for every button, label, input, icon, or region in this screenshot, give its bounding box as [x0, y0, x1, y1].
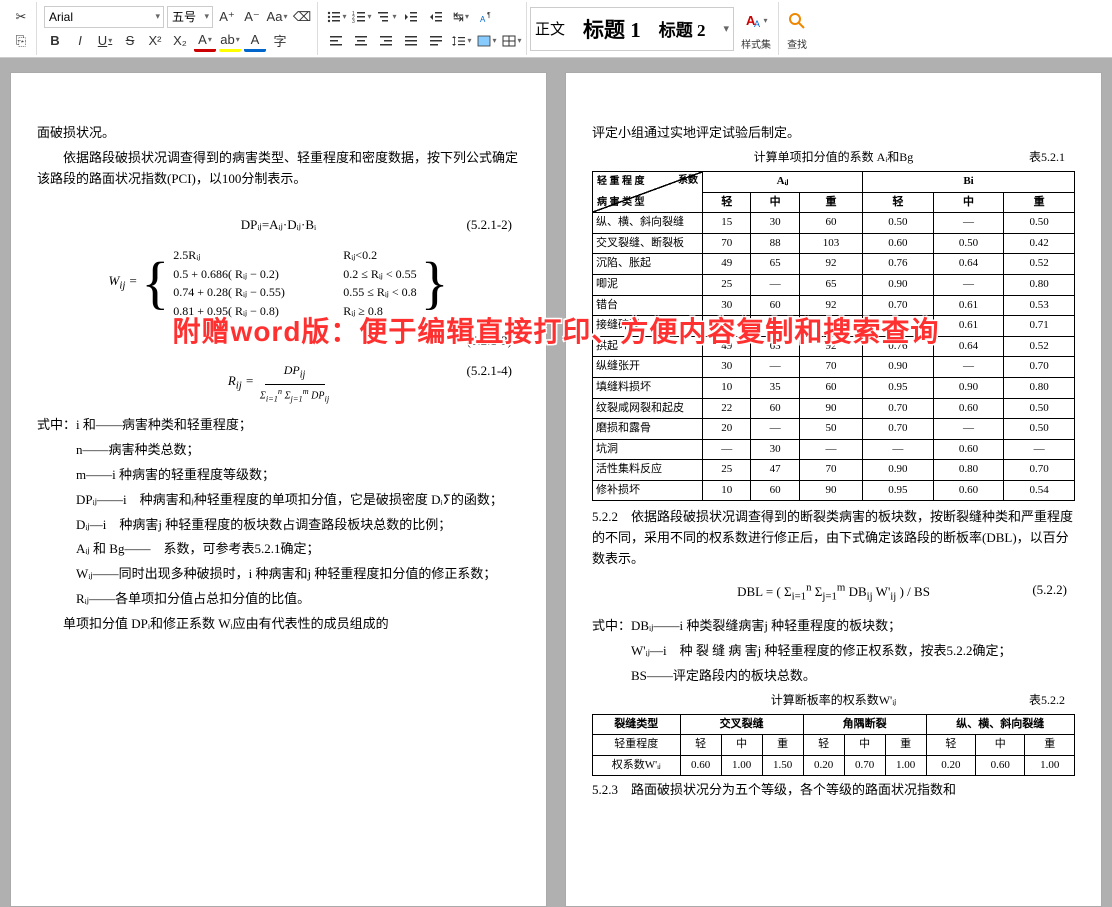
numbering-button[interactable]: 123 — [350, 6, 372, 28]
definition-item: W'ᵢⱼ—i 种 裂 缝 病 害j 种轻重程度的修正权系数，按表5.2.2确定； — [631, 641, 1075, 662]
superscript-button[interactable]: X² — [144, 30, 166, 52]
table-5-2-1: 系数轻 重 程 度病 害 类 型AᵢⱼBi轻中重轻中重纵、横、斜向裂缝15306… — [592, 171, 1075, 502]
equation-number: (5.2.1-3) — [37, 331, 520, 352]
styles-gallery[interactable]: 正文 标题 1 标题 2 ▾ — [530, 7, 734, 51]
body-text: 单项扣分值 DPᵢ和修正系数 Wᵢ应由有代表性的成员组成的 — [37, 614, 520, 635]
change-case-button[interactable]: Aa — [266, 6, 288, 28]
italic-button[interactable]: I — [69, 30, 91, 52]
cut-button[interactable]: ✂ — [10, 6, 32, 28]
multilevel-button[interactable] — [375, 6, 397, 28]
definition-item: DPᵢⱼ——i 种病害和ⱼ种轻重程度的单项扣分值，它是破损密度 Dᵢⵢ的函数； — [76, 490, 520, 511]
align-left-button[interactable] — [325, 30, 347, 52]
page-2: 评定小组通过实地评定试验后制定。 计算单项扣分值的系数 Aᵢ和Bg表5.2.1 … — [565, 72, 1102, 907]
style-heading2[interactable]: 标题 2 — [659, 16, 706, 41]
style-normal[interactable]: 正文 — [535, 18, 565, 39]
definition-item: Rᵢⱼ——各单项扣分值占总扣分值的比值。 — [76, 589, 520, 610]
table-title: 计算断板率的权系数W'ᵢⱼ表5.2.2 — [592, 691, 1075, 710]
subscript-button[interactable]: X₂ — [169, 30, 191, 52]
distribute-button[interactable] — [425, 30, 447, 52]
definition-intro: 式中：DBᵢⱼ——i 种类裂缝病害j 种轻重程度的板块数； — [592, 616, 1075, 637]
body-text: 面破损状况。 — [37, 123, 520, 144]
equation-piecewise: Wij = { 2.5RᵢⱼRᵢⱼ<0.20.5 + 0.686( Rᵢⱼ − … — [37, 246, 520, 320]
definition-item: Wᵢⱼ——同时出现多种破损时，i 种病害和j 种轻重程度扣分值的修正系数； — [76, 564, 520, 585]
svg-text:A: A — [754, 19, 760, 29]
styles-more[interactable]: ▾ — [724, 22, 730, 35]
definition-item: n——病害种类总数； — [76, 440, 520, 461]
font-family-select[interactable]: Arial — [44, 6, 164, 28]
svg-text:3: 3 — [352, 19, 355, 25]
highlight-button[interactable]: ab — [219, 30, 241, 52]
char-shading-button[interactable]: 字 — [269, 30, 291, 52]
body-text: 评定小组通过实地评定试验后制定。 — [592, 123, 1075, 144]
body-text: 依据路段破损状况调查得到的病害类型、轻重程度和密度数据，按下列公式确定该路段的路… — [37, 148, 520, 190]
body-text: 5.2.3 路面破损状况分为五个等级，各个等级的路面状况指数和 — [592, 780, 1075, 801]
svg-text:A: A — [480, 15, 486, 24]
increase-indent-button[interactable] — [425, 6, 447, 28]
page-1: 面破损状况。 依据路段破损状况调查得到的病害类型、轻重程度和密度数据，按下列公式… — [10, 72, 547, 907]
definition-item: Dᵢⱼ—i 种病害j 种轻重程度的板块数占调查路段板块总数的比例； — [76, 515, 520, 536]
editing-marks-button[interactable]: A¶ — [475, 6, 497, 28]
table-5-2-2: 裂缝类型交叉裂缝角隅断裂纵、横、斜向裂缝轻重程度轻中重轻中重轻中重权系数W'ᵢⱼ… — [592, 714, 1075, 777]
align-center-button[interactable] — [350, 30, 372, 52]
find-label: 查找 — [783, 36, 811, 51]
equation: Rij = DPij Σi=1n Σj=1m DPij (5.2.1-4) — [37, 361, 520, 405]
copy-button[interactable]: ⎘ — [10, 30, 32, 52]
table-title: 计算单项扣分值的系数 Aᵢ和Bg表5.2.1 — [592, 148, 1075, 167]
style-heading1[interactable]: 标题 1 — [583, 14, 641, 44]
shading-button[interactable] — [475, 30, 497, 52]
equation: DBL = ( Σi=1n Σj=1m DBij W'ij ) / BS (5.… — [592, 580, 1075, 606]
ribbon-toolbar: ✂ ⎘ Arial 五号 A⁺ A⁻ Aa ⌫ B I U S X² X₂ A … — [0, 0, 1112, 58]
definition-item: m——i 种病害的轻重程度等级数； — [76, 465, 520, 486]
clear-format-button[interactable]: ⌫ — [291, 6, 313, 28]
align-justify-button[interactable] — [400, 30, 422, 52]
font-size-select[interactable]: 五号 — [167, 6, 213, 28]
align-right-button[interactable] — [375, 30, 397, 52]
equation: DPᵢⱼ=Aᵢⱼ·Dᵢⱼ·Bᵢ(5.2.1-2) — [37, 215, 520, 236]
bold-button[interactable]: B — [44, 30, 66, 52]
style-set-button[interactable]: AA — [741, 7, 769, 35]
char-border-button[interactable]: A — [244, 30, 266, 52]
definition-item: Aᵢⱼ 和 Bg—— 系数，可参考表5.2.1确定； — [76, 539, 520, 560]
find-button[interactable] — [783, 7, 811, 35]
underline-button[interactable]: U — [94, 30, 116, 52]
body-text: 5.2.2 依据路段破损状况调查得到的断裂类病害的板块数，按断裂缝种类和严重程度… — [592, 507, 1075, 569]
svg-text:¶: ¶ — [487, 12, 491, 19]
decrease-font-button[interactable]: A⁻ — [241, 6, 263, 28]
font-color-button[interactable]: A — [194, 30, 216, 52]
style-set-label: 样式集 — [741, 36, 771, 51]
document-canvas: 附赠word版：便于编辑直接打印、方便内容复制和搜索查询 面破损状况。 依据路段… — [0, 58, 1112, 907]
tab-stops-button[interactable]: ↹ — [450, 6, 472, 28]
definition-item: BS——评定路段内的板块总数。 — [631, 666, 1075, 687]
borders-button[interactable] — [500, 30, 522, 52]
definition-intro: 式中：i 和——病害种类和轻重程度； — [37, 415, 520, 436]
line-spacing-button[interactable] — [450, 30, 472, 52]
strike-button[interactable]: S — [119, 30, 141, 52]
decrease-indent-button[interactable] — [400, 6, 422, 28]
increase-font-button[interactable]: A⁺ — [216, 6, 238, 28]
bullets-button[interactable] — [325, 6, 347, 28]
